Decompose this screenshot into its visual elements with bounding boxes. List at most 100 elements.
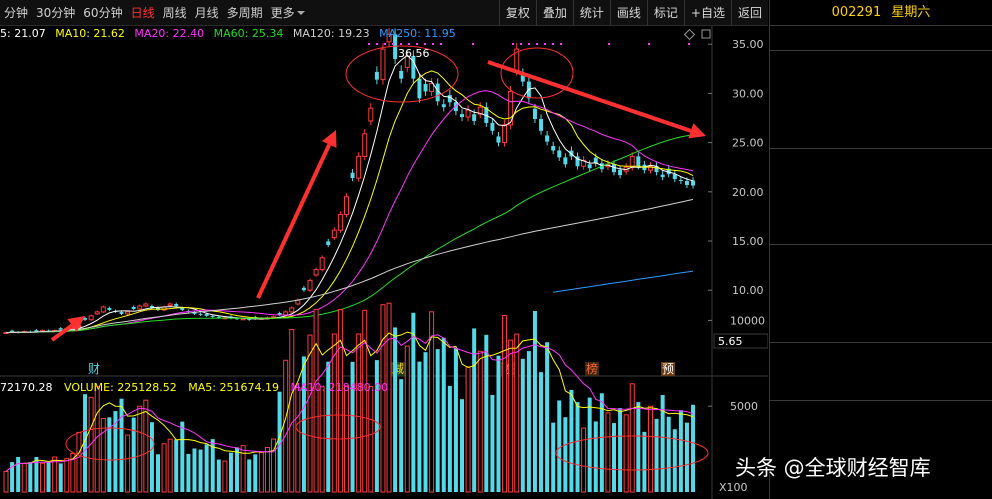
- event-tag[interactable]: 财: [88, 362, 100, 376]
- volume-bar: [70, 452, 76, 493]
- signal-dot: [688, 43, 690, 45]
- volume-bar: [228, 452, 233, 492]
- volume-bar: [186, 453, 191, 492]
- volume-bar: [380, 304, 386, 493]
- volume-prefix: 72170.28: [0, 381, 53, 394]
- toolbar-button-5[interactable]: +自选: [683, 0, 731, 26]
- volume-bar: [58, 463, 63, 492]
- candle-body: [283, 311, 289, 316]
- high-marker: 36.56: [398, 47, 430, 60]
- toolbar-button-2[interactable]: 统计: [572, 0, 610, 26]
- stat-row: [770, 265, 992, 284]
- toolbar-button-3[interactable]: 画线: [609, 0, 647, 26]
- volume-bar: [490, 394, 495, 492]
- candle-body: [88, 315, 94, 321]
- candle-body: [125, 311, 131, 315]
- volume-bar: [100, 417, 106, 493]
- period-tab-2[interactable]: 60分钟: [83, 6, 123, 20]
- volume-bar: [289, 329, 295, 493]
- volume-bar: [545, 342, 550, 492]
- signal-dot: [528, 43, 530, 45]
- candle-body: [593, 157, 598, 164]
- candle-body: [350, 172, 355, 179]
- trend-arrow-shaft: [256, 143, 332, 299]
- diamond-icon[interactable]: [683, 28, 696, 41]
- candle-body: [94, 311, 100, 315]
- chart-canvas[interactable]: 35.00 30.00 25.00 20.00 15.00 10.00 36.56 5.65…: [0, 0, 768, 499]
- toolbar-button-1[interactable]: 叠加: [535, 0, 573, 26]
- volume-bar: [28, 462, 33, 492]
- signal-dot: [424, 43, 426, 45]
- period-tab-0[interactable]: 分钟: [4, 6, 29, 20]
- candle-body: [167, 303, 173, 307]
- period-toolbar: 分钟 30分钟 60分钟 日线 周线 月线 多周期 更多 复权 叠加 统计 画线 标记 +自选 返回: [0, 0, 768, 26]
- square-icon[interactable]: [701, 29, 711, 39]
- period-tab-3[interactable]: 日线: [130, 6, 155, 20]
- volume-bar: [34, 456, 39, 492]
- candle-body: [119, 311, 124, 314]
- trend-arrow-head: [688, 123, 706, 139]
- volume-ma10: MA10: 218480.00: [290, 381, 389, 394]
- volume-bar: [569, 389, 574, 492]
- event-tag[interactable]: 榜: [586, 361, 598, 376]
- event-tag-bg: [661, 362, 675, 376]
- candle-body: [277, 313, 282, 315]
- panel-separator: [770, 342, 992, 343]
- volume-bar: [539, 372, 544, 492]
- candle-body: [137, 305, 143, 310]
- period-tab-1[interactable]: 30分钟: [36, 6, 76, 20]
- candle-body: [441, 104, 446, 108]
- bid-row: [770, 207, 992, 226]
- candle-body: [654, 166, 659, 173]
- volume-bar: [174, 439, 179, 492]
- toolbar-button-6[interactable]: 返回: [730, 0, 768, 26]
- toolbar-button-4[interactable]: 标记: [646, 0, 684, 26]
- volume-bar: [660, 395, 665, 492]
- volume-bar: [180, 421, 185, 492]
- volume-bar: [88, 396, 94, 493]
- vol-tick-label: 10000: [730, 314, 765, 327]
- panel-separator: [770, 50, 992, 51]
- volume-bar: [222, 460, 228, 493]
- signal-dot: [560, 43, 562, 45]
- stat-row: [770, 284, 992, 303]
- event-tag[interactable]: 预: [662, 362, 674, 376]
- volume-bar: [612, 423, 616, 492]
- period-tab-5[interactable]: 月线: [194, 6, 219, 20]
- stat-row: [770, 245, 992, 264]
- bid-row: [770, 187, 992, 206]
- watermark: 头条 @全球财经智库: [735, 456, 931, 480]
- toolbar-button-0[interactable]: 复权: [498, 0, 536, 26]
- candle-body: [319, 257, 325, 271]
- ask-row: [770, 71, 992, 90]
- volume-bar: [301, 356, 306, 492]
- candle-body: [307, 279, 313, 291]
- volume-bar: [76, 431, 82, 493]
- stat-row: [770, 304, 992, 323]
- volume-bar: [514, 333, 520, 493]
- period-tab-7[interactable]: 更多: [267, 0, 309, 26]
- period-tab-6[interactable]: 多周期: [226, 6, 263, 20]
- candle-body: [326, 241, 331, 245]
- volume-bar: [337, 309, 343, 493]
- volume-bar: [423, 352, 428, 492]
- trend-arrow-head: [67, 316, 85, 332]
- volume-bar: [460, 399, 464, 492]
- candle-body: [581, 159, 587, 167]
- candle-body: [331, 229, 337, 239]
- volume-bar: [10, 462, 15, 492]
- period-tab-4[interactable]: 周线: [162, 6, 187, 20]
- candle-body: [380, 48, 386, 81]
- volume-bar: [647, 405, 653, 493]
- panel-separator: [770, 148, 992, 149]
- tick-row: [770, 420, 992, 439]
- candle-body: [247, 318, 252, 320]
- volume-bar: [137, 405, 143, 493]
- volume-bar: [52, 456, 58, 493]
- volume-bar: [83, 394, 88, 492]
- signal-dot: [408, 43, 410, 45]
- volume-bar: [429, 311, 435, 493]
- volume-bar: [393, 327, 398, 492]
- volume-bar: [167, 438, 173, 493]
- volume-bar: [247, 459, 252, 492]
